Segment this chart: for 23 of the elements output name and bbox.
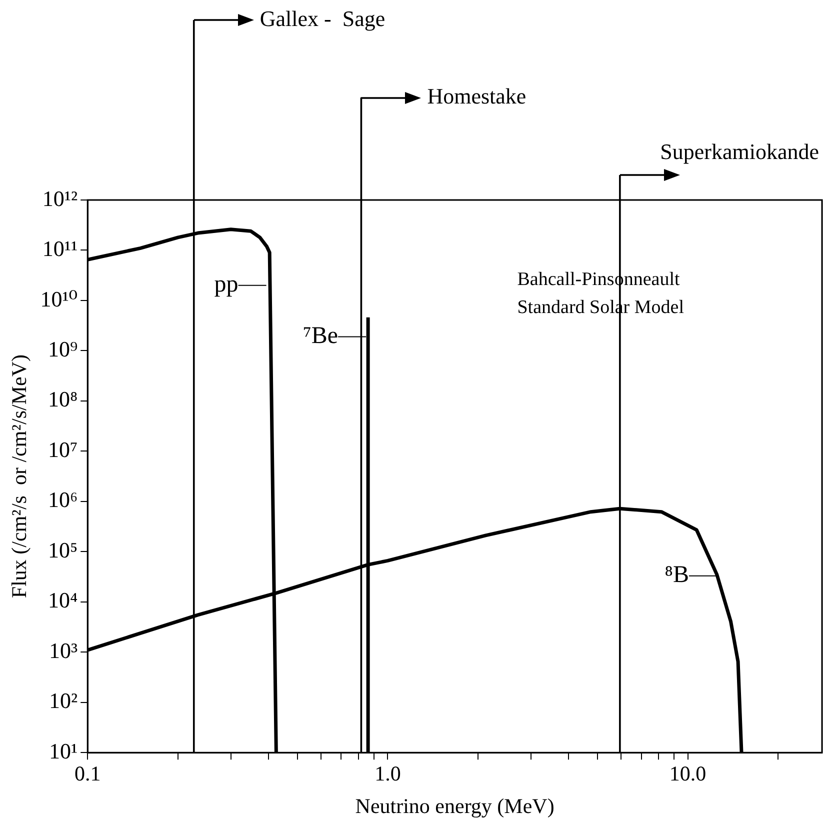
y-tick-label: 10⁹ xyxy=(48,336,78,362)
y-tick-label: 10¹⁰ xyxy=(40,286,78,312)
y-axis-title: Flux (/cm²/s or /cm²/s/MeV) xyxy=(7,354,32,598)
y-tick-label: 10⁸ xyxy=(48,386,78,412)
y-tick-label: 10⁷ xyxy=(48,436,78,462)
x-tick-label: 10.0 xyxy=(669,762,706,786)
y-tick-label: 10⁵ xyxy=(48,537,78,562)
y-tick-label: 10¹¹ xyxy=(42,236,78,262)
y-tick-label: 10¹ xyxy=(49,738,78,764)
y-tick-label: 10² xyxy=(49,688,78,714)
y-tick-label: 10¹² xyxy=(42,186,78,211)
y-tick-label: 10⁶ xyxy=(48,487,78,512)
annotation: pp xyxy=(214,272,238,298)
x-tick-label: 1.0 xyxy=(374,762,401,786)
x-tick-label: 0.1 xyxy=(74,762,101,786)
ref-line-label: Gallex - Sage xyxy=(260,6,386,31)
annotation: ⁷Be xyxy=(303,323,338,349)
ref-line-label: Homestake xyxy=(427,83,526,108)
y-tick-label: 10⁴ xyxy=(48,588,78,613)
ref-line-label: Superkamiokande xyxy=(660,138,820,164)
x-axis-title: Neutrino energy (MeV) xyxy=(355,794,554,818)
y-tick-label: 10³ xyxy=(49,638,78,663)
annotation: ⁸B xyxy=(664,562,689,588)
